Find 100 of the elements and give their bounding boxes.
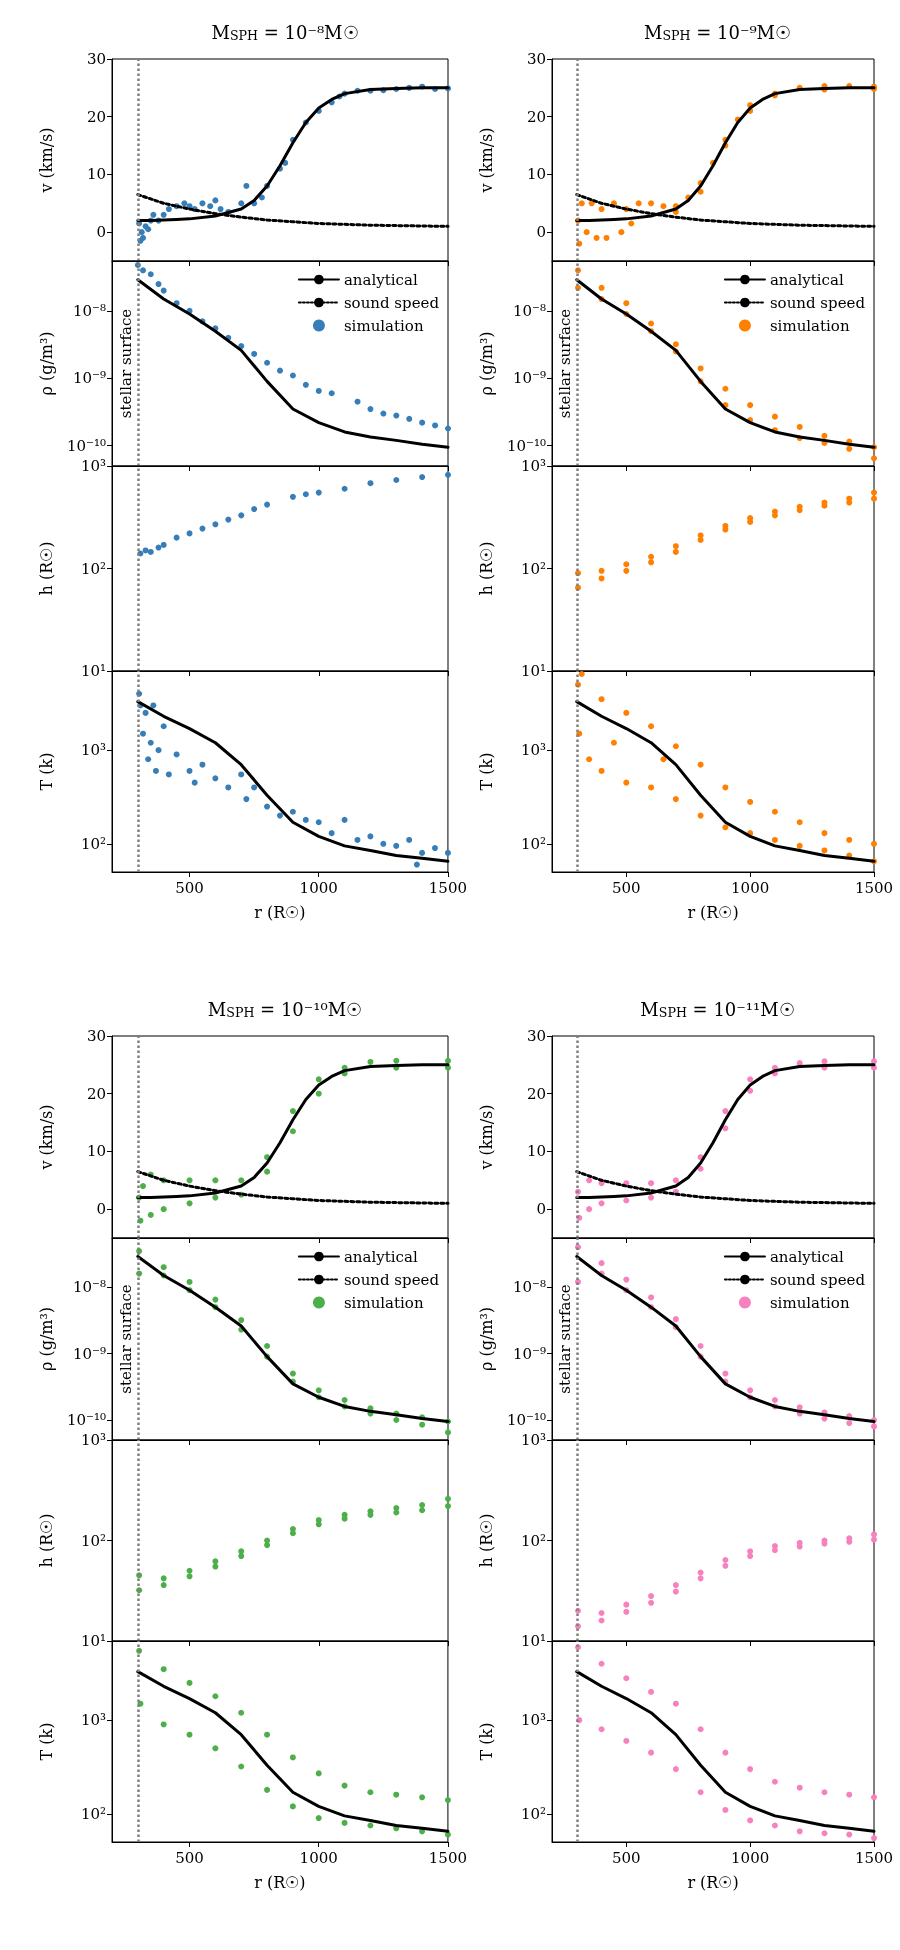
x-tick-label: 500 — [175, 1848, 204, 1867]
x-tick-label: 500 — [175, 878, 204, 897]
y-axis-title: T (k) — [476, 1722, 496, 1761]
y-tick-label: 30 — [86, 1027, 106, 1045]
y-tick-label: 10³ — [520, 1711, 546, 1730]
x-axis-title: r (R☉) — [687, 902, 739, 922]
y-tick-label: 10⁻⁸ — [512, 1278, 546, 1297]
x-tick-label: 1000 — [299, 1848, 338, 1867]
chart-title: MSPH = 10⁻¹⁰M☉ — [207, 998, 363, 1021]
y-tick-label: 10³ — [520, 1431, 546, 1449]
ref-line-label: stellar surface — [117, 308, 136, 419]
y-tick-label: 10² — [520, 834, 546, 853]
y-tick-label: 20 — [86, 107, 106, 126]
chart-title: MSPH = 10⁻⁸M☉ — [211, 21, 359, 44]
y-axis-title: ρ (g/m³) — [36, 331, 56, 396]
y-tick-label: 10 — [526, 1142, 546, 1161]
x-tick-label: 1000 — [299, 878, 338, 897]
x-axis-title: r (R☉) — [687, 1872, 739, 1892]
y-tick-label: 10⁻⁹ — [72, 1344, 106, 1363]
y-tick-label: 10¹ — [520, 1632, 546, 1650]
y-tick-label: 10² — [520, 1804, 546, 1823]
y-tick-label: 10¹ — [80, 1632, 106, 1650]
y-tick-label: 10³ — [520, 741, 546, 760]
legend-label: analytical — [343, 270, 418, 289]
y-tick-label: 20 — [526, 1084, 546, 1103]
chart-title: MSPH = 10⁻⁹M☉ — [643, 21, 792, 44]
y-tick-label: 10³ — [520, 457, 546, 475]
x-axis-title: r (R☉) — [254, 902, 306, 922]
y-axis-title: h (R☉) — [476, 541, 496, 596]
y-tick-label: 10² — [520, 1531, 546, 1550]
y-tick-label: 10² — [80, 1531, 106, 1550]
ref-line-label: stellar surface — [117, 1284, 136, 1394]
chart-title: MSPH = 10⁻¹¹M☉ — [640, 998, 795, 1021]
y-tick-label: 10⁻¹⁰ — [506, 436, 546, 455]
y-axis-title: h (R☉) — [36, 1513, 56, 1568]
legend-label: analytical — [343, 1247, 418, 1266]
x-tick-label: 1000 — [731, 878, 770, 897]
x-tick-label: 500 — [611, 878, 641, 897]
legend-label: sound speed — [769, 1270, 866, 1289]
y-axis-title: v (km/s) — [476, 1104, 496, 1171]
legend-label: simulation — [343, 316, 424, 335]
legend-label: simulation — [343, 1293, 424, 1312]
x-tick-label: 1500 — [428, 1848, 468, 1867]
legend-label: sound speed — [343, 1270, 440, 1289]
y-tick-label: 10² — [520, 559, 546, 578]
legend-label: analytical — [769, 270, 844, 289]
y-axis-title: T (k) — [476, 752, 496, 791]
x-tick-label: 1500 — [428, 878, 468, 897]
y-tick-label: 10² — [80, 559, 106, 578]
y-axis-title: v (km/s) — [36, 127, 56, 194]
y-tick-label: 30 — [526, 1027, 546, 1045]
y-tick-label: 10⁻⁹ — [512, 1344, 546, 1363]
y-axis-title: h (R☉) — [36, 541, 56, 596]
y-axis-title: T (k) — [36, 1722, 56, 1761]
legend-label: simulation — [769, 1293, 850, 1312]
y-tick-label: 10 — [526, 165, 546, 184]
y-axis-title: h (R☉) — [476, 1513, 496, 1568]
ref-line-label: stellar surface — [556, 308, 575, 419]
y-axis-title: ρ (g/m³) — [476, 1306, 496, 1372]
y-tick-label: 10³ — [80, 741, 106, 760]
y-tick-label: 30 — [526, 50, 546, 68]
y-tick-label: 0 — [96, 223, 106, 242]
legend-label: analytical — [769, 1247, 844, 1266]
x-tick-label: 1500 — [854, 1848, 894, 1867]
x-tick-label: 1000 — [731, 1848, 770, 1867]
legend-label: sound speed — [343, 293, 440, 312]
y-tick-label: 10¹ — [520, 662, 546, 680]
y-tick-label: 0 — [96, 1200, 106, 1219]
y-tick-label: 10² — [80, 834, 106, 853]
y-tick-label: 10⁻⁸ — [72, 1278, 106, 1297]
y-tick-label: 10¹ — [80, 662, 106, 680]
y-tick-label: 10 — [86, 1142, 106, 1161]
legend-label: sound speed — [769, 293, 866, 312]
x-tick-label: 500 — [611, 1848, 641, 1867]
y-tick-label: 10⁻⁹ — [72, 369, 106, 388]
ref-line-label: stellar surface — [556, 1284, 575, 1394]
y-axis-title: ρ (g/m³) — [36, 1306, 56, 1372]
y-tick-label: 20 — [86, 1084, 106, 1103]
y-tick-label: 10 — [86, 165, 106, 184]
y-axis-title: ρ (g/m³) — [476, 331, 496, 396]
y-axis-title: v (km/s) — [36, 1104, 56, 1171]
y-tick-label: 10³ — [80, 457, 106, 475]
y-axis-title: v (km/s) — [476, 127, 496, 194]
y-tick-label: 10⁻¹⁰ — [66, 436, 106, 455]
legend-label: simulation — [769, 316, 850, 335]
y-tick-label: 10⁻⁸ — [512, 301, 546, 320]
y-tick-label: 10⁻⁹ — [512, 369, 546, 388]
y-tick-label: 10³ — [80, 1431, 106, 1449]
y-tick-label: 10³ — [80, 1711, 106, 1730]
y-axis-title: T (k) — [36, 752, 56, 791]
y-tick-label: 10⁻¹⁰ — [66, 1411, 106, 1430]
y-tick-label: 20 — [526, 107, 546, 126]
y-tick-label: 30 — [86, 50, 106, 68]
x-tick-label: 1500 — [854, 878, 894, 897]
y-tick-label: 0 — [536, 223, 546, 242]
y-tick-label: 0 — [536, 1200, 546, 1219]
y-tick-label: 10⁻¹⁰ — [506, 1411, 546, 1430]
y-tick-label: 10² — [80, 1804, 106, 1823]
y-tick-label: 10⁻⁸ — [72, 301, 106, 320]
x-axis-title: r (R☉) — [254, 1872, 306, 1892]
